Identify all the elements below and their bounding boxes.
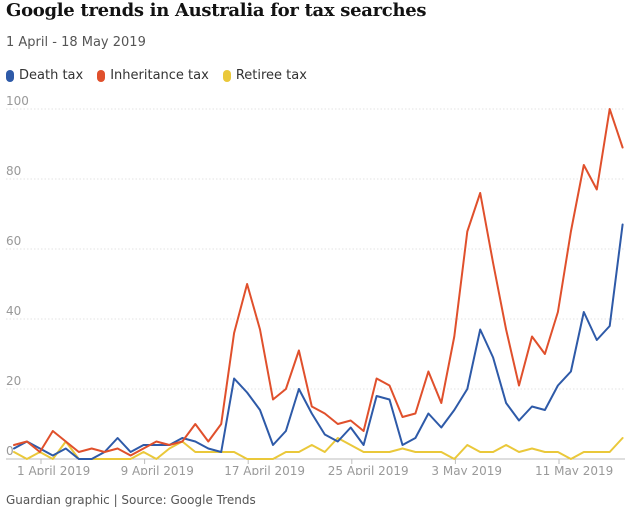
gridlines (6, 108, 625, 460)
legend-item-retiree-tax: Retiree tax (222, 68, 307, 83)
y-axis-ticks: 100 80 60 40 20 0 (6, 94, 29, 458)
x-tick-label: 11 May 2019 (535, 464, 613, 475)
legend-label-inheritance-tax: Inheritance tax (110, 68, 209, 83)
legend-label-retiree-tax: Retiree tax (235, 68, 307, 83)
chart-subtitle: 1 April - 18 May 2019 (6, 35, 146, 50)
legend-item-inheritance-tax: Inheritance tax (97, 68, 209, 83)
series-line-retiree-tax (13, 437, 624, 460)
series-line-death-tax (13, 223, 624, 460)
series-line-inheritance-tax (13, 108, 624, 457)
y-tick-label: 20 (6, 374, 21, 388)
y-tick-label: 60 (6, 234, 21, 248)
legend: Death tax Inheritance tax Retiree tax (6, 68, 307, 83)
chart-title: Google trends in Australia for tax searc… (6, 0, 427, 21)
x-tick-label: 1 April 2019 (17, 464, 90, 475)
line-chart: 100 80 60 40 20 0 1 April 2019 9 April 2019 17 … (6, 94, 625, 475)
y-tick-label: 0 (6, 444, 14, 458)
x-tick-label: 25 April 2019 (328, 464, 409, 475)
x-tick-label: 3 May 2019 (431, 464, 502, 475)
y-tick-label: 100 (6, 94, 29, 108)
x-tick-label: 17 April 2019 (224, 464, 305, 475)
source-note: Guardian graphic | Source: Google Trends (6, 493, 256, 507)
legend-swatch-retiree-tax (222, 69, 231, 82)
legend-label-death-tax: Death tax (19, 68, 84, 83)
legend-swatch-death-tax (6, 69, 14, 82)
series-lines (13, 108, 624, 460)
x-tick-label: 9 April 2019 (121, 464, 194, 475)
y-tick-label: 40 (6, 304, 21, 318)
y-tick-label: 80 (6, 164, 21, 178)
x-axis-ticks: 1 April 2019 9 April 2019 17 April 2019 25 … (17, 459, 613, 475)
legend-item-death-tax: Death tax (6, 68, 83, 83)
legend-swatch-inheritance-tax (97, 69, 106, 82)
